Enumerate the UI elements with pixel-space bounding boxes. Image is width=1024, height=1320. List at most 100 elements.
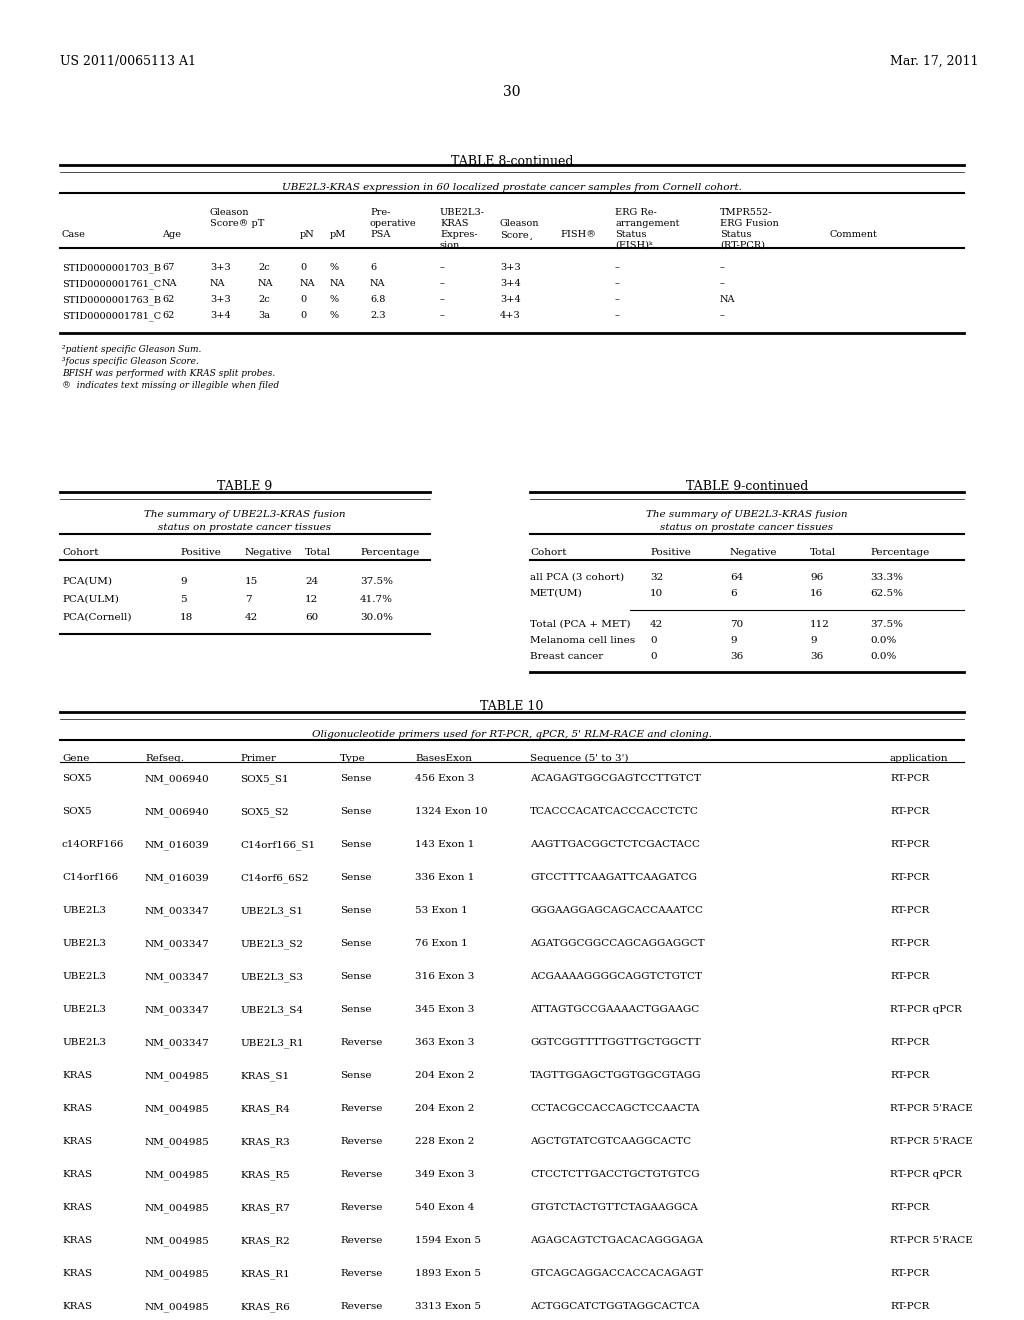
Text: –: – — [720, 312, 725, 319]
Text: 2c: 2c — [258, 263, 269, 272]
Text: 3a: 3a — [258, 312, 270, 319]
Text: (RT-PCR): (RT-PCR) — [720, 242, 765, 249]
Text: PCA(ULM): PCA(ULM) — [62, 595, 119, 605]
Text: 1324 Exon 10: 1324 Exon 10 — [415, 807, 487, 816]
Text: –: – — [720, 263, 725, 272]
Text: TABLE 9-continued: TABLE 9-continued — [686, 480, 808, 492]
Text: 540 Exon 4: 540 Exon 4 — [415, 1203, 474, 1212]
Text: US 2011/0065113 A1: US 2011/0065113 A1 — [60, 55, 196, 69]
Text: TMPR552-: TMPR552- — [720, 209, 772, 216]
Text: NM_004985: NM_004985 — [145, 1170, 210, 1180]
Text: 349 Exon 3: 349 Exon 3 — [415, 1170, 474, 1179]
Text: UBE2L3: UBE2L3 — [62, 939, 106, 948]
Text: 0: 0 — [300, 294, 306, 304]
Text: KRAS_R5: KRAS_R5 — [240, 1170, 290, 1180]
Text: Status: Status — [615, 230, 646, 239]
Text: NA: NA — [370, 279, 385, 288]
Text: Total (PCA + MET): Total (PCA + MET) — [530, 620, 631, 630]
Text: SOX5_S1: SOX5_S1 — [240, 774, 289, 784]
Text: 16: 16 — [810, 589, 823, 598]
Text: 24: 24 — [305, 577, 318, 586]
Text: 53 Exon 1: 53 Exon 1 — [415, 906, 468, 915]
Text: RT-PCR: RT-PCR — [890, 1203, 930, 1212]
Text: PCA(UM): PCA(UM) — [62, 577, 112, 586]
Text: %: % — [330, 312, 339, 319]
Text: Comment: Comment — [830, 230, 878, 239]
Text: RT-PCR 5'RACE: RT-PCR 5'RACE — [890, 1137, 973, 1146]
Text: KRAS_R2: KRAS_R2 — [240, 1236, 290, 1246]
Text: KRAS_S1: KRAS_S1 — [240, 1071, 289, 1081]
Text: RT-PCR: RT-PCR — [890, 774, 930, 783]
Text: 0: 0 — [650, 652, 656, 661]
Text: Mar. 17, 2011: Mar. 17, 2011 — [890, 55, 979, 69]
Text: Cohort: Cohort — [62, 548, 98, 557]
Text: ®  indicates text missing or illegible when filed: ® indicates text missing or illegible wh… — [62, 381, 280, 389]
Text: 0: 0 — [300, 263, 306, 272]
Text: –: – — [720, 279, 725, 288]
Text: 9: 9 — [180, 577, 186, 586]
Text: Age: Age — [162, 230, 181, 239]
Text: UBE2L3: UBE2L3 — [62, 972, 106, 981]
Text: TAGTTGGAGCTGGTGGCGTAGG: TAGTTGGAGCTGGTGGCGTAGG — [530, 1071, 701, 1080]
Text: NM_003347: NM_003347 — [145, 1038, 210, 1048]
Text: 42: 42 — [245, 612, 258, 622]
Text: 0.0%: 0.0% — [870, 636, 896, 645]
Text: UBE2L3_S2: UBE2L3_S2 — [240, 939, 303, 949]
Text: Reverse: Reverse — [340, 1269, 382, 1278]
Text: CTCCTCTTGACCTGCTGTGTCG: CTCCTCTTGACCTGCTGTGTCG — [530, 1170, 699, 1179]
Text: 204 Exon 2: 204 Exon 2 — [415, 1104, 474, 1113]
Text: AGCTGTATCGTCAAGGCACTC: AGCTGTATCGTCAAGGCACTC — [530, 1137, 691, 1146]
Text: 70: 70 — [730, 620, 743, 630]
Text: 3+3: 3+3 — [210, 294, 230, 304]
Text: Sense: Sense — [340, 939, 372, 948]
Text: Percentage: Percentage — [870, 548, 929, 557]
Text: 60: 60 — [305, 612, 318, 622]
Text: 15: 15 — [245, 577, 258, 586]
Text: 0: 0 — [650, 636, 656, 645]
Text: ATTAGTGCCGAAAACTGGAAGC: ATTAGTGCCGAAAACTGGAAGC — [530, 1005, 699, 1014]
Text: Case: Case — [62, 230, 86, 239]
Text: 37.5%: 37.5% — [870, 620, 903, 630]
Text: UBE2L3_S1: UBE2L3_S1 — [240, 906, 303, 916]
Text: Positive: Positive — [650, 548, 691, 557]
Text: FISH®: FISH® — [560, 230, 596, 239]
Text: ACTGGCATCTGGTAGGCACTCA: ACTGGCATCTGGTAGGCACTCA — [530, 1302, 699, 1311]
Text: NM_004985: NM_004985 — [145, 1269, 210, 1279]
Text: RT-PCR: RT-PCR — [890, 807, 930, 816]
Text: RT-PCR: RT-PCR — [890, 939, 930, 948]
Text: UBE2L3_S3: UBE2L3_S3 — [240, 972, 303, 982]
Text: 9: 9 — [730, 636, 736, 645]
Text: CCTACGCCACCAGCTCCAACTA: CCTACGCCACCAGCTCCAACTA — [530, 1104, 699, 1113]
Text: 62.5%: 62.5% — [870, 589, 903, 598]
Text: Reverse: Reverse — [340, 1137, 382, 1146]
Text: C14orf6_6S2: C14orf6_6S2 — [240, 873, 308, 883]
Text: NM_016039: NM_016039 — [145, 840, 210, 850]
Text: NM_006940: NM_006940 — [145, 774, 210, 784]
Text: RT-PCR: RT-PCR — [890, 1071, 930, 1080]
Text: 76 Exon 1: 76 Exon 1 — [415, 939, 468, 948]
Text: KRAS: KRAS — [62, 1104, 92, 1113]
Text: NM_003347: NM_003347 — [145, 939, 210, 949]
Text: RT-PCR: RT-PCR — [890, 1269, 930, 1278]
Text: Total: Total — [305, 548, 331, 557]
Text: 1893 Exon 5: 1893 Exon 5 — [415, 1269, 481, 1278]
Text: 36: 36 — [730, 652, 743, 661]
Text: AGAGCAGTCTGACACAGGGAGA: AGAGCAGTCTGACACAGGGAGA — [530, 1236, 703, 1245]
Text: Sense: Sense — [340, 840, 372, 849]
Text: RT-PCR qPCR: RT-PCR qPCR — [890, 1170, 962, 1179]
Text: KRAS: KRAS — [440, 219, 469, 228]
Text: UBE2L3_R1: UBE2L3_R1 — [240, 1038, 304, 1048]
Text: NM_004985: NM_004985 — [145, 1104, 210, 1114]
Text: ³focus specific Gleason Score.: ³focus specific Gleason Score. — [62, 356, 199, 366]
Text: 10: 10 — [650, 589, 664, 598]
Text: The summary of UBE2L3-KRAS fusion: The summary of UBE2L3-KRAS fusion — [144, 510, 346, 519]
Text: ACGAAAAGGGGCAGGTCTGTCT: ACGAAAAGGGGCAGGTCTGTCT — [530, 972, 702, 981]
Text: Reverse: Reverse — [340, 1170, 382, 1179]
Text: NA: NA — [330, 279, 345, 288]
Text: PCA(Cornell): PCA(Cornell) — [62, 612, 131, 622]
Text: STID0000001763_B: STID0000001763_B — [62, 294, 161, 305]
Text: KRAS_R7: KRAS_R7 — [240, 1203, 290, 1213]
Text: 4+3: 4+3 — [500, 312, 521, 319]
Text: Melanoma cell lines: Melanoma cell lines — [530, 636, 635, 645]
Text: NM_004985: NM_004985 — [145, 1203, 210, 1213]
